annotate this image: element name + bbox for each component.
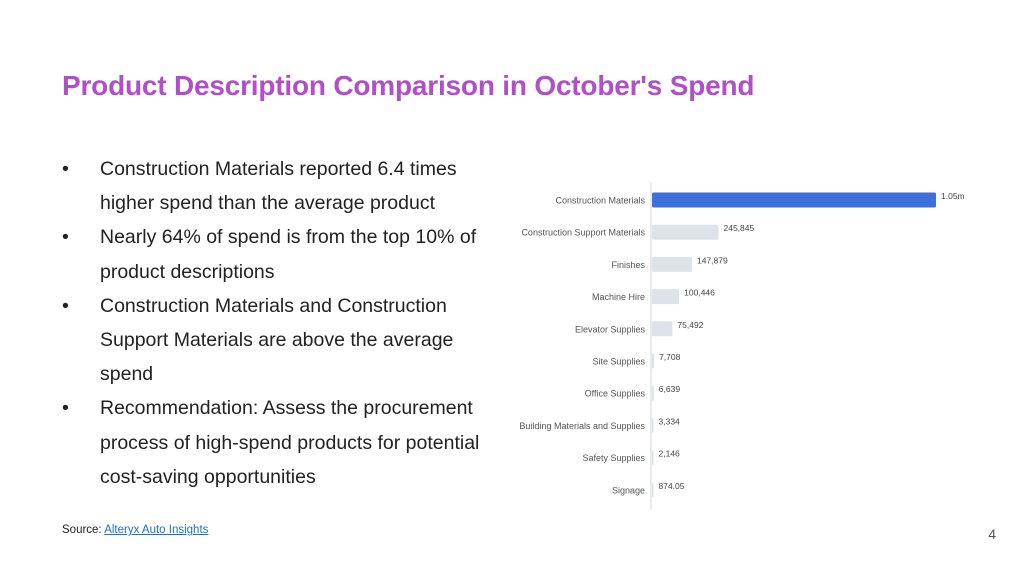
- value-label: 1.05m: [941, 191, 965, 201]
- bar: [652, 417, 654, 433]
- category-label: Construction Support Materials: [521, 228, 645, 238]
- bullet-item: Recommendation: Assess the procurement p…: [62, 391, 502, 494]
- bar: [652, 385, 654, 401]
- value-label: 245,845: [723, 223, 754, 233]
- category-label: Building Materials and Supplies: [519, 421, 645, 431]
- bullet-item: Construction Materials reported 6.4 time…: [62, 152, 502, 220]
- category-label: Office Supplies: [585, 389, 646, 399]
- value-label: 75,492: [677, 320, 703, 330]
- source-prefix: Source:: [62, 524, 105, 536]
- value-label: 6,639: [659, 384, 681, 394]
- category-label: Finishes: [611, 260, 645, 270]
- category-label: Machine Hire: [592, 292, 645, 302]
- category-label: Elevator Supplies: [575, 324, 646, 334]
- value-label: 874.05: [659, 481, 685, 491]
- value-label: 100,446: [684, 288, 715, 298]
- value-label: 147,879: [697, 255, 728, 265]
- bar-chart-svg: Construction Materials 1.05m Construction …: [519, 182, 965, 510]
- bar: [652, 224, 719, 240]
- bar: [652, 321, 673, 337]
- source-link[interactable]: Alteryx Auto Insights: [104, 524, 209, 536]
- slide-title: Product Description Comparison in Octobe…: [62, 70, 755, 101]
- bar: [652, 256, 692, 272]
- bullet-item: Construction Materials and Construction …: [62, 289, 502, 392]
- category-label: Construction Materials: [555, 196, 645, 206]
- page-number: 4: [988, 526, 996, 542]
- source-note: Source: Alteryx Auto Insights: [62, 524, 208, 536]
- bar: [652, 289, 680, 305]
- value-label: 7,708: [659, 352, 681, 362]
- bullet-list: Construction Materials reported 6.4 time…: [62, 152, 502, 494]
- category-label: Site Supplies: [592, 357, 645, 367]
- category-label: Safety Supplies: [582, 453, 645, 463]
- spend-bar-chart: Construction Materials 1.05m Construction …: [505, 178, 985, 512]
- category-label: Signage: [612, 485, 645, 495]
- value-label: 2,146: [659, 449, 681, 459]
- bar: [652, 450, 654, 466]
- bar: [652, 482, 654, 498]
- bar: [652, 353, 655, 369]
- bullet-item: Nearly 64% of spend is from the top 10% …: [62, 220, 502, 288]
- value-label: 3,334: [659, 416, 681, 426]
- bar: [652, 192, 936, 208]
